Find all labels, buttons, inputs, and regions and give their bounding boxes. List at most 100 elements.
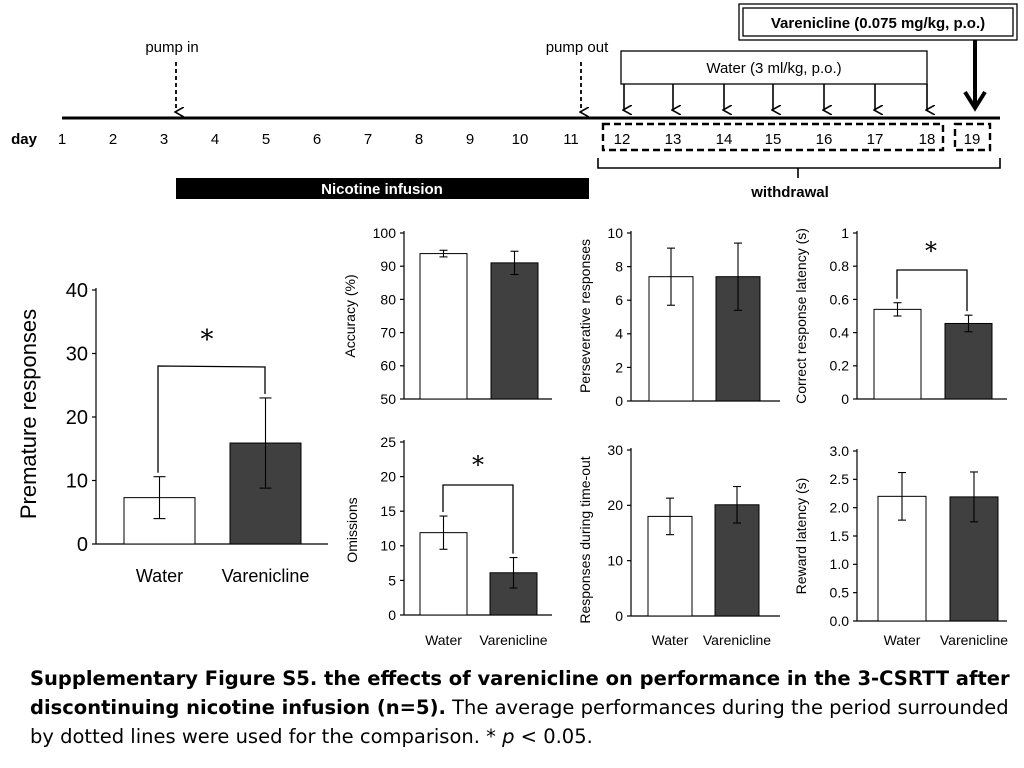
- chart-correct_latency: 0 0.2 0.4 0.6 0.8 1 Correct response latency (…: [793, 225, 1007, 407]
- day-number: 9: [466, 131, 474, 148]
- significance-bracket: [442, 484, 514, 554]
- withdrawal-bracket: [597, 158, 1001, 178]
- day-number: 16: [816, 131, 833, 148]
- y-tick-label: 6: [615, 292, 623, 308]
- y-tick-label: 0: [615, 393, 623, 409]
- caption-text: The average performances during the peri…: [30, 696, 1009, 748]
- y-axis-label: Omissions: [344, 497, 360, 562]
- y-tick-label: 5: [388, 572, 396, 588]
- category-label: Water: [652, 632, 689, 648]
- significance-bracket: [896, 269, 968, 312]
- category-label: Water: [425, 632, 462, 648]
- y-axis-label: Accuracy (%): [342, 274, 358, 357]
- chart-timeout: 0 10 20 30 Responses during time-out Water Var…: [577, 442, 780, 648]
- category-label: Water: [136, 566, 183, 586]
- y-tick-label: 1.0: [830, 556, 850, 572]
- water-box-label: Water (3 ml/kg, p.o.): [706, 60, 841, 77]
- y-tick-label: 20: [607, 497, 623, 513]
- category-label: Varenicline: [479, 632, 547, 648]
- day-number: 18: [919, 131, 936, 148]
- chart-omissions: 0 5 10 15 20 25 Omissions Water Varenicline *: [344, 434, 552, 648]
- y-axis-label: Premature responses: [16, 309, 41, 519]
- day-number: 4: [211, 131, 219, 148]
- day-number: 7: [364, 131, 372, 148]
- water-box: [620, 50, 928, 85]
- y-tick-label: 0: [77, 534, 88, 556]
- pump-in-label: pump in: [145, 39, 198, 56]
- day-number: 11: [563, 131, 579, 148]
- y-axis-label: Responses during time-out: [577, 456, 593, 623]
- chart-premature: 0 10 20 30 40 Premature responses Water Varenic…: [16, 280, 328, 586]
- day-number: 2: [109, 131, 117, 148]
- y-tick-label: 2.0: [830, 500, 850, 516]
- y-tick-label: 50: [380, 391, 396, 407]
- y-tick-label: 4: [615, 326, 623, 342]
- varenicline-box: [742, 7, 1014, 37]
- y-tick-label: 30: [66, 344, 88, 366]
- y-tick-label: 3.0: [830, 443, 850, 459]
- y-tick-label: 10: [607, 225, 623, 241]
- varenicline-box-label: Varenicline (0.075 mg/kg, p.o.): [771, 15, 985, 32]
- y-tick-label: 0: [615, 608, 623, 624]
- significance-bracket: [157, 365, 266, 473]
- y-tick-label: 10: [607, 553, 623, 569]
- category-label: Varenicline: [940, 632, 1008, 648]
- y-tick-label: 40: [66, 280, 88, 302]
- varenicline-arrow-head: [963, 90, 987, 112]
- day-number: 13: [665, 131, 682, 148]
- y-tick-label: 0.6: [830, 291, 850, 307]
- y-tick-label: 90: [380, 258, 396, 274]
- bar-varenicline: [490, 262, 539, 400]
- y-tick-label: 70: [380, 325, 396, 341]
- y-axis-label: Reward latency (s): [793, 478, 809, 595]
- y-tick-label: 80: [380, 291, 396, 307]
- day-number: 12: [614, 131, 631, 148]
- day-number: 1: [58, 131, 66, 148]
- y-tick-label: 60: [380, 358, 396, 374]
- caption-p: p: [502, 725, 515, 748]
- y-axis-label: Perseverative responses: [577, 239, 593, 393]
- y-tick-label: 0: [388, 607, 396, 623]
- timeline: day 1 2 3 4 5 6 7 8 9 10 11 12 13 14 15 16 17 18 19 pump i…: [11, 3, 1018, 201]
- y-tick-label: 0.0: [830, 613, 850, 629]
- y-tick-label: 10: [380, 538, 396, 554]
- caption-title: Supplementary Figure S5. the effects of …: [30, 667, 1010, 719]
- day-number: 17: [867, 131, 884, 148]
- y-axis-label: Correct response latency (s): [793, 228, 809, 404]
- y-tick-label: 20: [66, 407, 88, 429]
- category-label: Varenicline: [222, 566, 310, 586]
- day-number: 8: [415, 131, 423, 148]
- y-tick-label: 2: [615, 359, 623, 375]
- day-label: day: [11, 131, 38, 148]
- day-number: 19: [964, 131, 981, 148]
- y-tick-label: 0: [841, 391, 849, 407]
- caption-text-end: < 0.05.: [514, 725, 593, 748]
- y-tick-label: 100: [373, 225, 397, 241]
- day-number: 14: [716, 131, 733, 148]
- significance-marker: *: [201, 325, 214, 355]
- y-tick-label: 1.5: [830, 528, 850, 544]
- y-tick-label: 8: [615, 259, 623, 275]
- y-tick-label: 0.8: [830, 258, 850, 274]
- figure: day 1 2 3 4 5 6 7 8 9 10 11 12 13 14 15 16 17 18 19 pump i…: [11, 3, 1018, 648]
- chart-accuracy: 50 60 70 80 90 100 Accuracy (%): [342, 225, 552, 407]
- day-number: 6: [313, 131, 321, 148]
- pump-out-label: pump out: [546, 39, 609, 56]
- y-tick-label: 10: [66, 471, 88, 493]
- significance-marker: *: [925, 237, 937, 265]
- withdrawal-label: withdrawal: [750, 184, 829, 201]
- nicotine-infusion-label: Nicotine infusion: [321, 181, 443, 198]
- y-tick-label: 0.5: [830, 585, 850, 601]
- y-tick-label: 25: [380, 434, 396, 450]
- category-label: Varenicline: [703, 632, 771, 648]
- significance-marker: *: [472, 451, 484, 479]
- day-number: 3: [160, 131, 168, 148]
- day-number: 5: [262, 131, 270, 148]
- chart-reward_latency: 0.0 0.5 1.0 1.5 2.0 2.5 3.0 Reward latency (s) W…: [793, 443, 1008, 648]
- nicotine-infusion-bar: [176, 178, 589, 199]
- day-numbers: 1 2 3 4 5 6 7 8 9 10 11 12 13 14 15 16 17 18 19: [58, 131, 981, 148]
- day-number: 15: [765, 131, 782, 148]
- bar-water: [873, 308, 922, 400]
- water-arrows: [624, 84, 927, 110]
